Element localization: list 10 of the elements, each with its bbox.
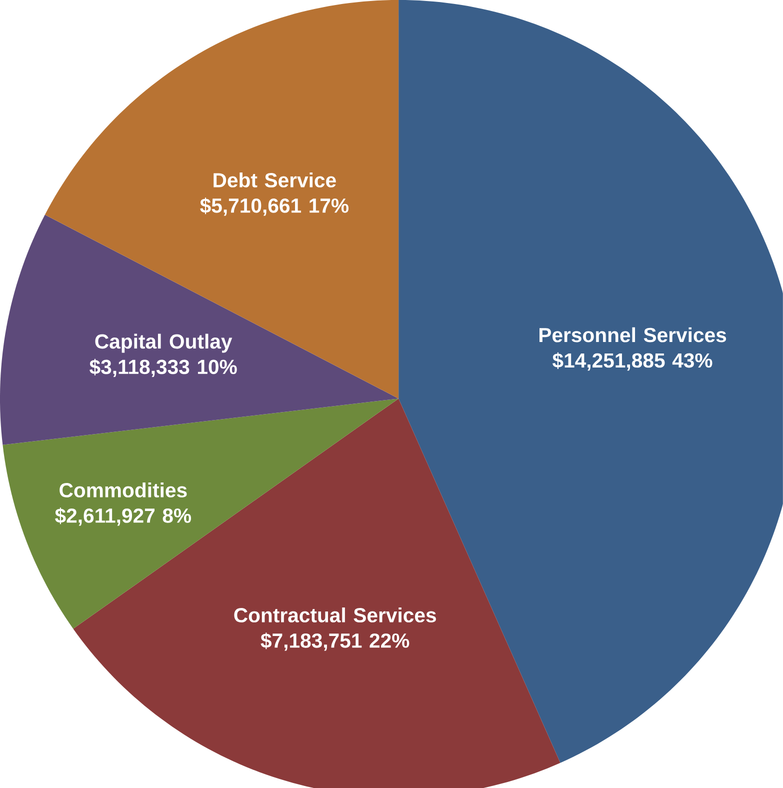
data-label: $2,611,927 8% — [55, 508, 192, 526]
slice-label: Debt Service — [214, 172, 336, 188]
data-label: $5,710,661 17% — [200, 198, 349, 216]
slice-label: Commodities — [60, 482, 187, 498]
data-label: $7,183,751 22% — [260, 632, 410, 651]
slice-label: Contractual Services — [234, 607, 436, 622]
slice-label: Personnel Services — [540, 327, 726, 342]
data-label: $3,118,333 10% — [90, 358, 237, 378]
slice-label: Capital Outlay — [95, 334, 232, 353]
data-label: $14,251,885 43% — [552, 352, 712, 371]
